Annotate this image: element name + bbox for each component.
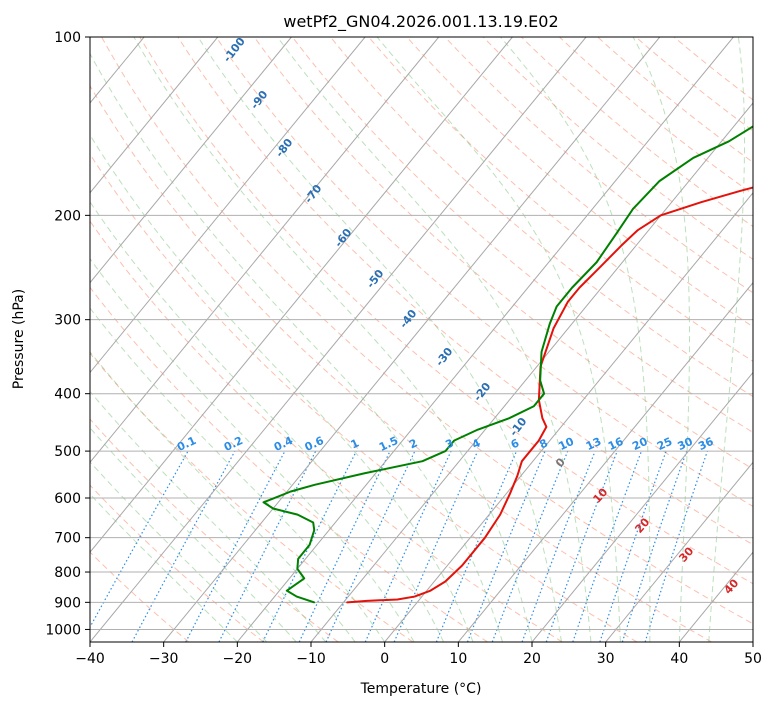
moist-adiabat-line [90, 427, 297, 642]
moist-adiabat-line [500, 37, 651, 642]
y-tick-label: 800 [54, 565, 81, 581]
mixing-ratio-label: 30 [676, 435, 696, 453]
dry-adiabat-line [90, 484, 264, 642]
x-tick-label: 50 [744, 651, 762, 667]
dry-adiabat-line [444, 37, 753, 294]
dry-adiabat-line [330, 37, 753, 398]
pressure-grid [90, 37, 753, 642]
isotherm-line [605, 461, 753, 642]
isotherm-line [457, 281, 753, 642]
profile-series [262, 125, 753, 604]
moist-adiabat-line [90, 201, 445, 642]
isotherm-line [90, 37, 587, 642]
isotherm-line [90, 37, 292, 284]
isotherm-line [90, 37, 440, 464]
moist-adiabat-line [632, 37, 690, 642]
x-tick-label: 20 [523, 651, 541, 667]
isotherm-line [531, 371, 753, 642]
y-tick-label: 400 [54, 387, 81, 403]
y-tick-label: 900 [54, 595, 81, 611]
mixing-ratio-label: 25 [655, 435, 674, 453]
mixing-ratio-label: 16 [606, 435, 626, 453]
dry-adiabat-line [90, 418, 339, 642]
mixing-ratio-line [298, 450, 391, 642]
mixing-ratio-line [131, 450, 236, 642]
mixing-ratio-line [364, 450, 452, 642]
dry-adiabat-line [520, 37, 753, 228]
isotherm-line [90, 37, 219, 194]
dry-adiabat-line [139, 37, 753, 585]
mixing-ratio-line [262, 450, 357, 642]
x-tick-label: −30 [149, 651, 179, 667]
moist-adiabat-line [90, 461, 268, 642]
moist-adiabat-line [708, 37, 746, 642]
y-tick-label: 100 [54, 30, 81, 46]
x-tick-label: 30 [597, 651, 615, 667]
dry-adiabat-line [90, 220, 563, 642]
x-tick-label: 10 [449, 651, 467, 667]
x-tick-label: 0 [380, 651, 389, 667]
dry-adiabat-line [215, 37, 753, 507]
y-tick-label: 300 [54, 313, 81, 329]
mixing-ratio-line [599, 450, 667, 642]
y-tick-label: 1000 [45, 622, 81, 638]
moist-adiabat-line [277, 37, 592, 642]
isotherm-line [310, 102, 753, 642]
moist-adiabat-line [90, 351, 356, 642]
dewpoint-line [262, 125, 753, 604]
y-axis-label: Pressure (hPa) [11, 289, 27, 389]
dry-adiabat-line [291, 37, 753, 433]
x-tick-label: −10 [296, 651, 326, 667]
y-axis-ticks: 1000 900 800 700 600 500 400 300 200 100 [45, 30, 90, 638]
x-axis-label: Temperature (°C) [360, 681, 482, 697]
isotherm-line [384, 192, 753, 642]
x-tick-label: 40 [670, 651, 688, 667]
chart-title: wetPf2_GN04.2026.001.13.19.E02 [283, 12, 558, 32]
y-tick-label: 600 [54, 491, 81, 507]
mixing-ratio-label: 10 [557, 435, 577, 453]
y-tick-label: 700 [54, 531, 81, 547]
mixing-ratio-line [325, 450, 416, 642]
dry-adiabat-line [90, 153, 638, 642]
mixing-ratio-line [621, 450, 688, 642]
plot-frame [89, 36, 754, 643]
x-tick-label: −40 [75, 651, 105, 667]
mixing-ratio-line [572, 450, 643, 642]
isotherm-line [90, 37, 366, 374]
moist-adiabat-line [90, 134, 474, 642]
dry-adiabat-line [101, 37, 753, 625]
moist-adiabat-line [133, 37, 533, 642]
mixing-ratio-line [393, 450, 479, 642]
y-tick-label: 200 [54, 208, 81, 224]
moist-adiabat-line [90, 307, 386, 642]
mixing-ratio-label: 20 [630, 435, 650, 453]
mixing-ratio-label: 36 [696, 435, 716, 453]
mixing-ratio-line [435, 450, 518, 642]
isotherm-line [90, 37, 513, 553]
dry-adiabat-line [90, 84, 712, 642]
moist-adiabat-line [90, 257, 415, 642]
moist-adiabat-line [90, 493, 238, 642]
dry-adiabat-line [177, 37, 753, 546]
x-axis-ticks: −40 −30 −20 −10 0 10 20 30 40 50 [75, 642, 762, 667]
mixing-ratio-label: 13 [584, 435, 603, 453]
isotherm-line [163, 37, 661, 642]
dry-adiabat-line [482, 37, 753, 260]
isotherm-line [236, 37, 734, 642]
y-tick-label: 500 [54, 444, 81, 460]
dry-adiabat-line [90, 286, 488, 642]
mixing-ratio-line [644, 450, 709, 642]
x-tick-label: −20 [223, 651, 253, 667]
moist-adiabat-line [90, 52, 504, 642]
mixing-ratio-line [90, 450, 189, 629]
